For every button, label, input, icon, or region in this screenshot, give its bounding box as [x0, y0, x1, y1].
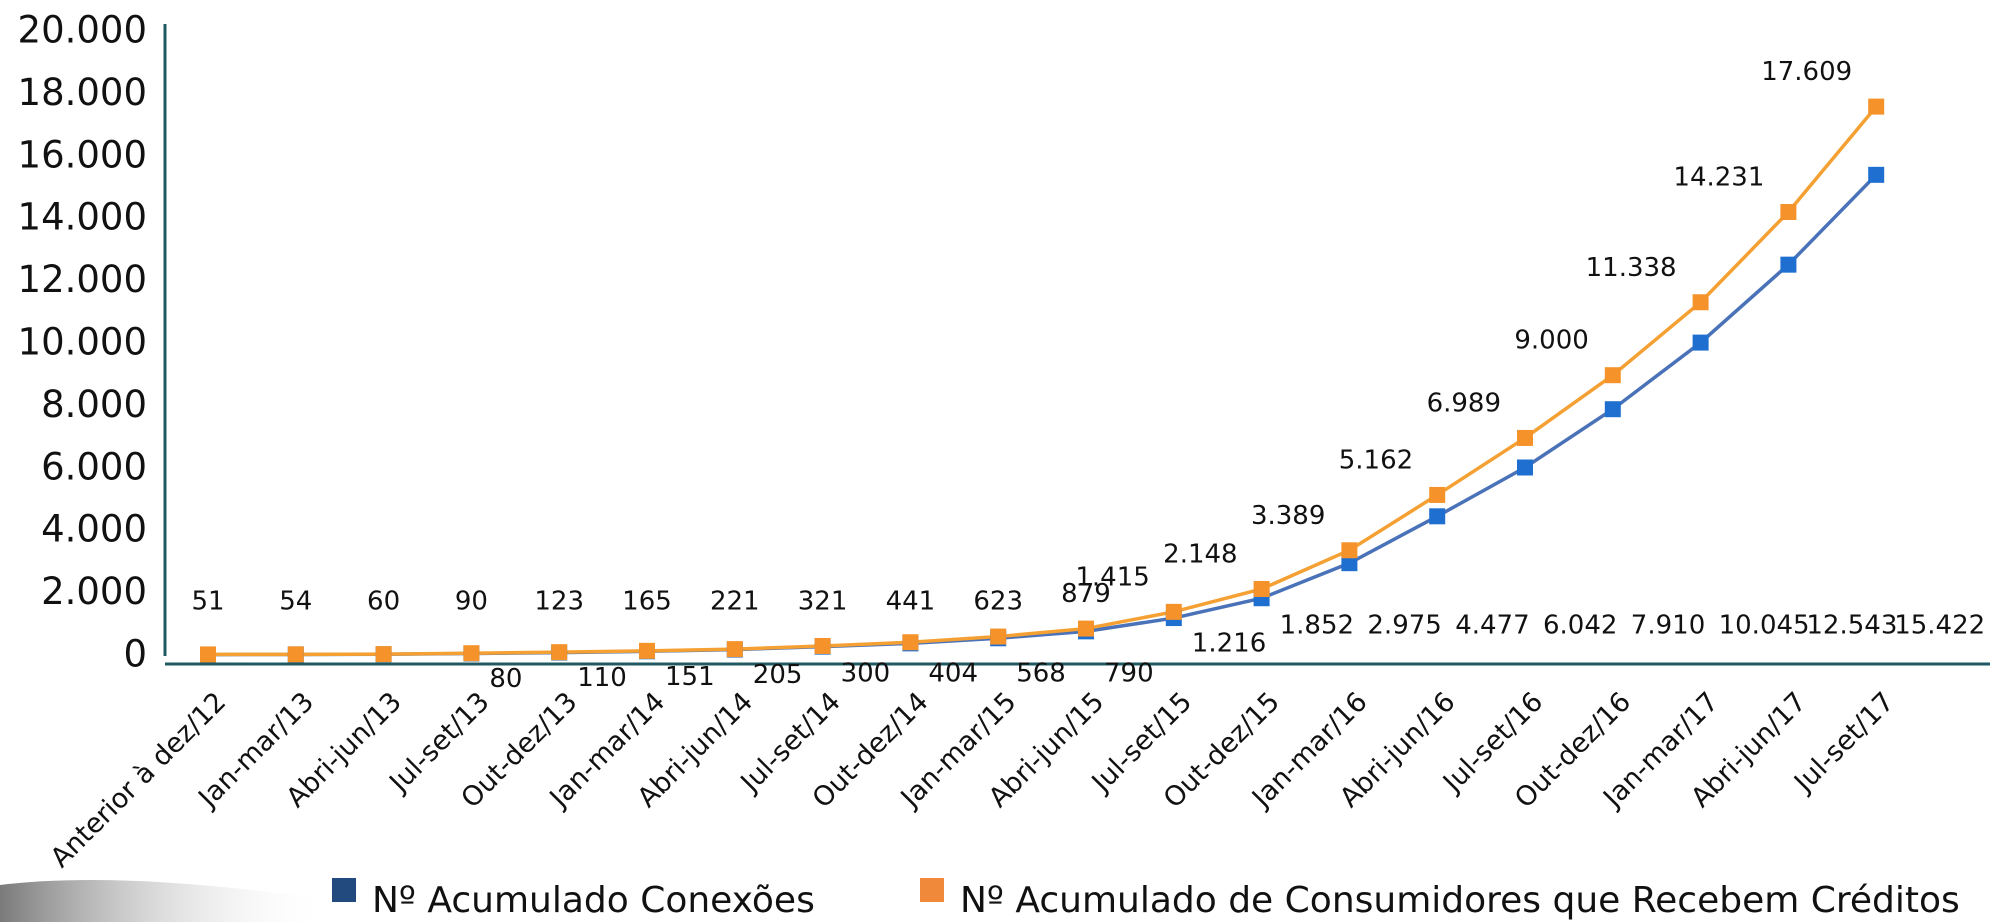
point-marker — [814, 637, 831, 654]
point-marker — [1517, 459, 1533, 476]
y-tick-label: 14.000 — [18, 196, 147, 239]
point-marker — [1341, 555, 1358, 572]
point-marker — [1868, 98, 1885, 115]
data-label: 11.338 — [1586, 253, 1677, 283]
data-label: 17.609 — [1761, 57, 1852, 87]
data-label: 205 — [753, 660, 803, 690]
point-marker — [375, 646, 392, 663]
y-tick-label: 10.000 — [18, 321, 147, 364]
point-marker — [1429, 508, 1446, 525]
point-marker — [1165, 603, 1182, 620]
data-label: 80 — [489, 664, 522, 694]
data-label: 623 — [973, 587, 1023, 617]
series-line — [207, 105, 1878, 657]
data-label: 110 — [577, 663, 627, 693]
data-label: 54 — [279, 587, 312, 617]
data-label: 9.000 — [1514, 326, 1588, 356]
point-marker — [1429, 486, 1446, 503]
data-label: 1.852 — [1280, 611, 1354, 641]
data-label: 165 — [622, 587, 672, 617]
data-label: 1.415 — [1075, 562, 1149, 592]
data-label: 2.975 — [1367, 611, 1441, 641]
data-label: 300 — [841, 659, 891, 689]
y-tick-label: 12.000 — [18, 258, 147, 301]
point-marker — [639, 642, 655, 659]
data-label: 90 — [455, 587, 488, 617]
point-marker — [551, 644, 568, 661]
data-label: 790 — [1104, 659, 1154, 689]
point-marker — [1604, 401, 1621, 418]
point-marker — [1868, 166, 1885, 183]
point-marker — [1078, 620, 1094, 637]
data-label: 221 — [710, 587, 760, 617]
series-line — [207, 173, 1878, 657]
data-label: 15.422 — [1894, 611, 1985, 641]
data-label: 12.543 — [1806, 611, 1897, 641]
data-label: 1.216 — [1192, 629, 1266, 659]
y-tick-label: 20.000 — [18, 9, 147, 52]
legend-label: Nº Acumulado Conexões — [372, 880, 815, 921]
point-marker — [1780, 203, 1797, 220]
data-label: 60 — [367, 587, 400, 617]
data-label: 879 — [1061, 579, 1111, 609]
data-label: 404 — [928, 659, 978, 689]
data-label: 51 — [191, 587, 224, 617]
point-marker — [726, 641, 743, 658]
y-tick-label: 4.000 — [41, 508, 147, 551]
point-marker — [1604, 367, 1621, 384]
point-marker — [287, 646, 304, 663]
point-marker — [902, 634, 919, 651]
data-label: 14.231 — [1673, 162, 1764, 192]
data-label: 6.989 — [1427, 388, 1501, 418]
y-tick-label: 0 — [123, 633, 147, 676]
point-marker — [1341, 542, 1358, 559]
data-label: 10.045 — [1719, 611, 1810, 641]
data-label: 151 — [665, 662, 715, 692]
data-label: 2.148 — [1163, 539, 1237, 569]
data-label: 5.162 — [1339, 445, 1413, 475]
data-label: 441 — [886, 587, 936, 617]
point-marker — [463, 645, 480, 662]
data-label: 6.042 — [1543, 611, 1617, 641]
point-marker — [990, 628, 1007, 645]
legend-label: Nº Acumulado de Consumidores que Recebem… — [960, 880, 1960, 921]
y-tick-label: 6.000 — [41, 445, 147, 488]
y-tick-label: 16.000 — [18, 133, 147, 176]
decoration — [0, 880, 330, 922]
point-marker — [1517, 429, 1533, 446]
data-label: 123 — [534, 587, 584, 617]
data-label: 7.910 — [1631, 611, 1705, 641]
point-marker — [1253, 580, 1270, 597]
point-marker — [1780, 256, 1797, 273]
point-marker — [200, 646, 216, 663]
data-label: 568 — [1016, 659, 1066, 689]
point-marker — [1692, 294, 1709, 311]
data-label: 4.477 — [1455, 611, 1529, 641]
y-tick-label: 2.000 — [41, 570, 147, 613]
y-tick-label: 18.000 — [18, 71, 147, 114]
data-label: 3.389 — [1251, 501, 1325, 531]
point-marker — [1692, 334, 1709, 351]
y-tick-label: 8.000 — [41, 383, 147, 426]
data-label: 321 — [798, 587, 848, 617]
legend-swatch — [332, 878, 356, 902]
legend-swatch — [920, 878, 944, 902]
